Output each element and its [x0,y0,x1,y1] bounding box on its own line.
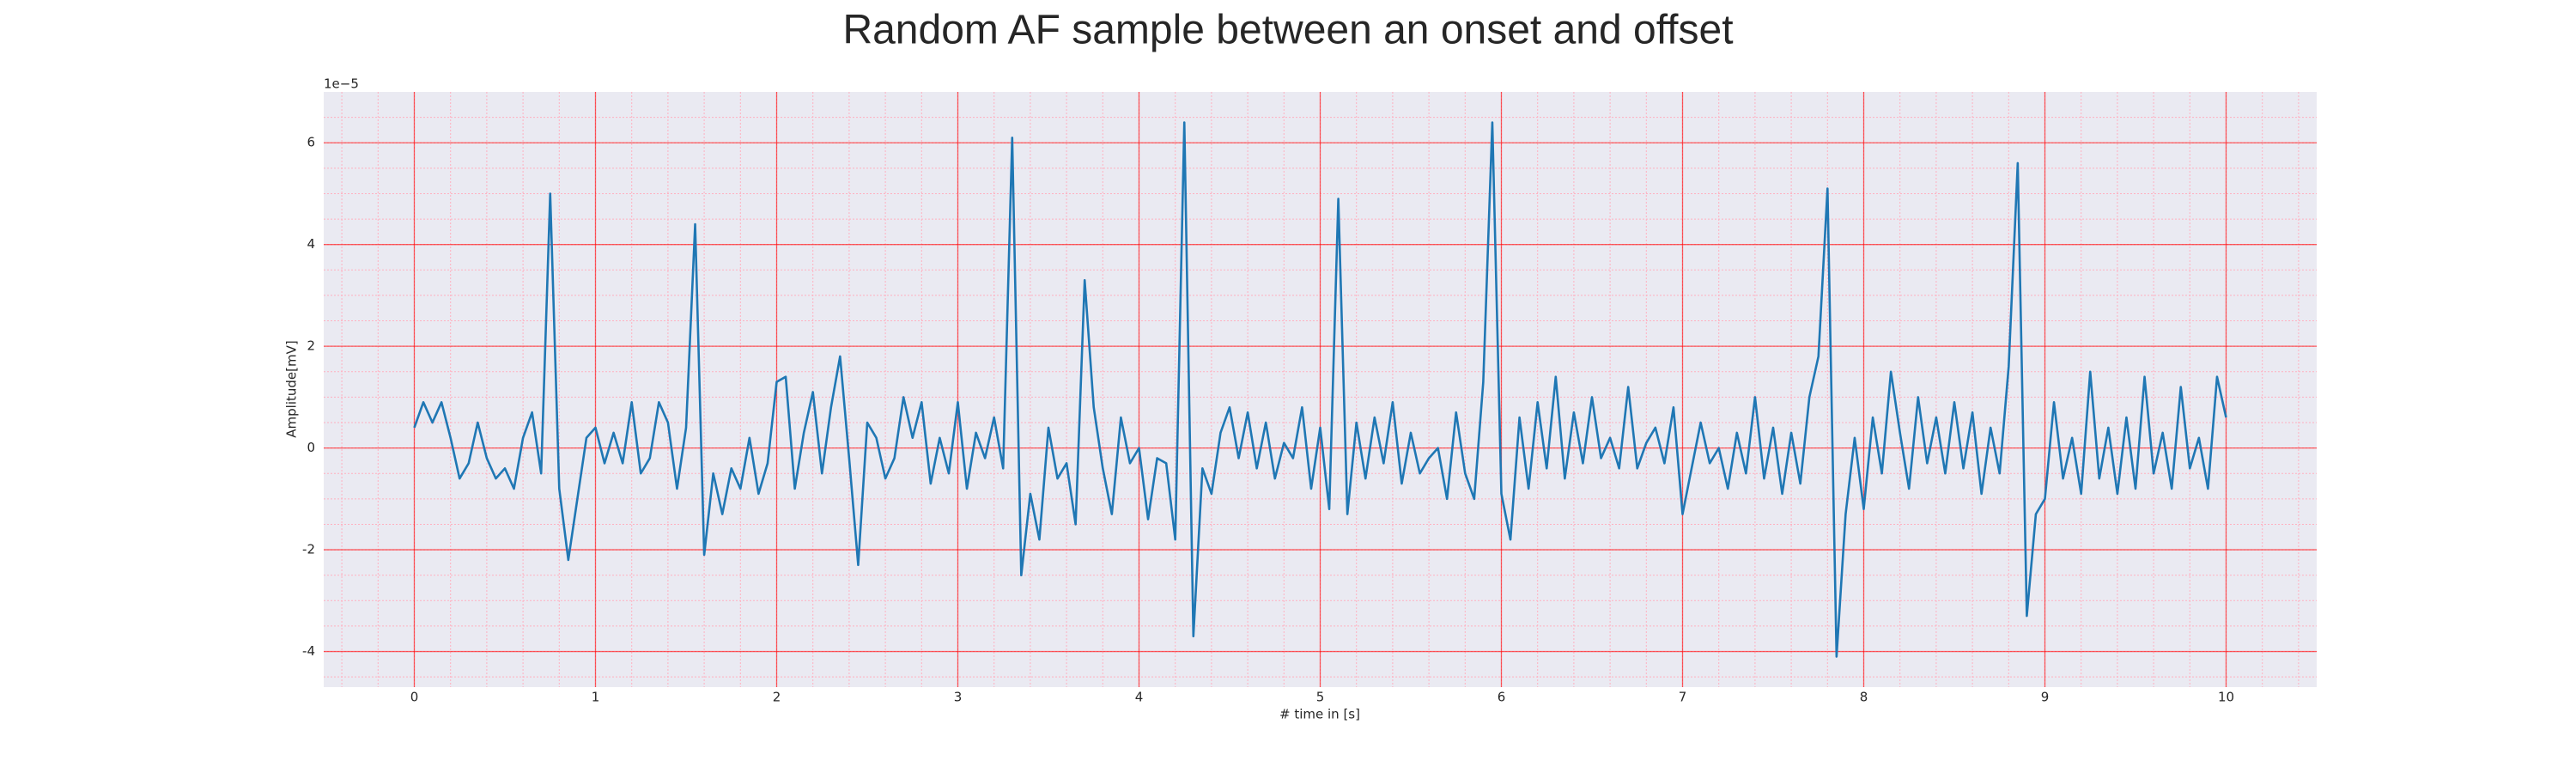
grid [324,92,2317,687]
x-tick-label: 6 [1498,690,1506,705]
y-tick-label: 0 [307,440,315,455]
x-axis-label: # time in [s] [1279,707,1360,722]
y-tick-label: 6 [307,135,315,150]
x-tick-label: 8 [1860,690,1868,705]
x-tick-label: 10 [2218,690,2234,705]
y-axis-label: Amplitude[mV] [284,340,300,437]
y-offset-label: 1e−5 [324,76,359,92]
x-tick-label: 7 [1679,690,1687,705]
x-tick-label: 5 [1316,690,1325,705]
chart-title: Random AF sample between an onset and of… [842,8,1733,53]
line-series [413,121,2227,658]
labels: Random AF sample between an onset and of… [284,8,2235,722]
marks [413,121,2227,658]
y-tick-label: -4 [302,643,315,659]
x-tick-label: 2 [773,690,781,705]
y-tick-label: 4 [307,236,315,252]
x-tick-label: 1 [592,690,600,705]
x-tick-label: 9 [2041,690,2050,705]
x-tick-label: 4 [1135,690,1144,705]
x-tick-label: 3 [954,690,963,705]
y-tick-label: -2 [302,542,315,557]
x-tick-label: 0 [410,690,419,705]
y-tick-label: 2 [307,338,315,354]
